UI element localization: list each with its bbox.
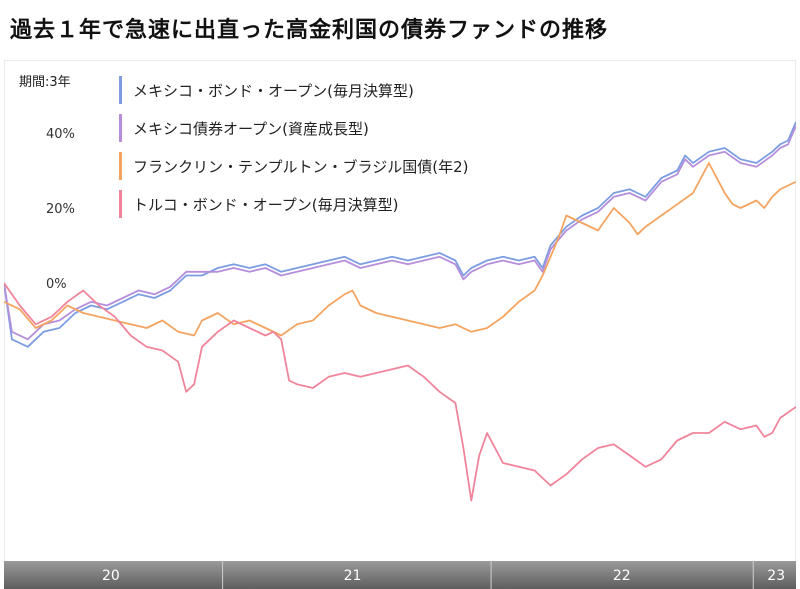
- y-tick-label: 20%: [46, 202, 75, 217]
- x-tick-label: 20: [102, 568, 120, 584]
- x-tick-label: 22: [613, 568, 631, 584]
- legend-label: メキシコ・ボンド・オープン(毎月決算型): [133, 82, 414, 100]
- series-line-3: [4, 282, 796, 502]
- legend-label: フランクリン・テンプルトン・ブラジル国債(年2): [133, 158, 469, 176]
- page-title: 過去１年で急速に出直った高金利国の債券ファンドの推移: [10, 18, 609, 43]
- x-axis-ticks: 20 21 22 23: [102, 561, 785, 589]
- series-line-2: [4, 162, 796, 337]
- y-tick-label: 40%: [46, 127, 75, 142]
- x-tick-label: 23: [767, 568, 785, 584]
- legend-label: メキシコ債券オープン(資産成長型): [133, 120, 369, 138]
- legend-label: トルコ・ボンド・オープン(毎月決算型): [133, 196, 399, 214]
- series-line-0: [4, 121, 796, 348]
- chart-border: [4, 60, 796, 589]
- legend-swatch: [119, 114, 122, 142]
- period-label: 期間:3年: [19, 75, 71, 90]
- series-lines: [4, 121, 796, 502]
- line-chart: 40% 20% 0% 20 21 22 23: [4, 60, 796, 589]
- chart-frame: 40% 20% 0% 20 21 22 23 期間:3年 メキシコ・ボンド・オープン(毎月…: [4, 60, 796, 589]
- legend-swatch: [119, 152, 122, 180]
- legend-swatch: [119, 190, 122, 218]
- y-axis-ticks: 40% 20% 0%: [46, 127, 75, 292]
- x-axis-bar: [4, 561, 796, 589]
- series-line-1: [4, 125, 796, 341]
- legend-swatch: [119, 76, 122, 104]
- x-tick-label: 21: [344, 568, 362, 584]
- y-tick-label: 0%: [46, 277, 67, 292]
